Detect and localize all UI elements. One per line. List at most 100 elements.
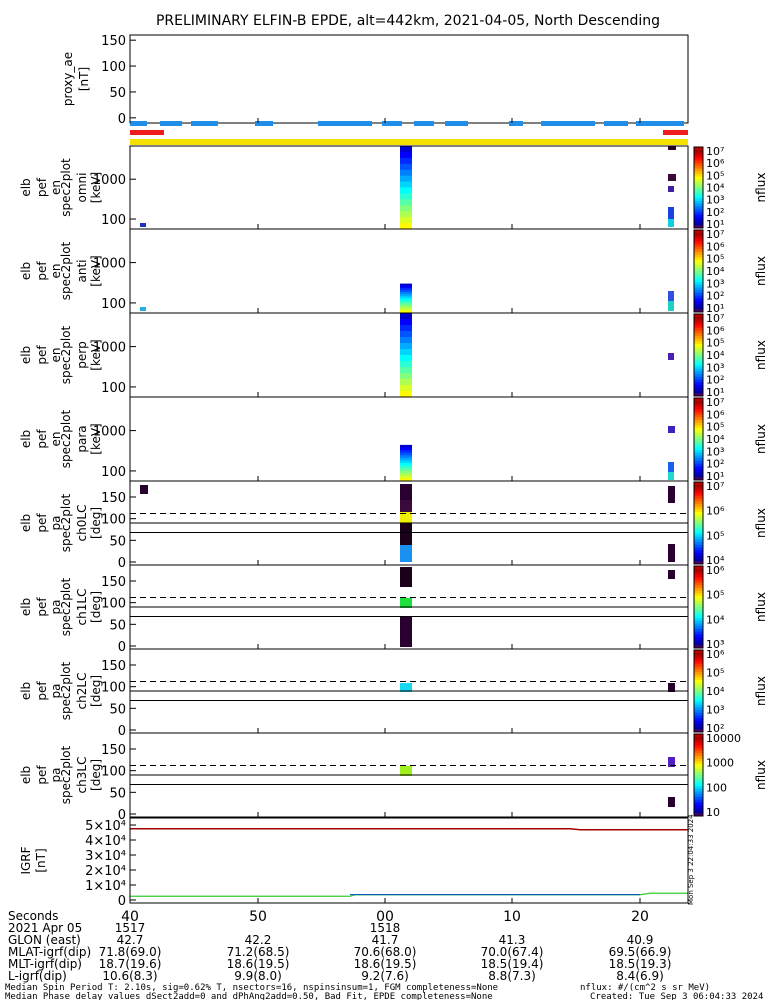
pa_ch2LC-colorbar-cell xyxy=(694,691,703,695)
en_para-colorbar-frame xyxy=(693,397,704,481)
en_omni-bin xyxy=(400,146,412,153)
en_para-colorbar-cell xyxy=(694,436,703,440)
en_anti-colorbar-cell xyxy=(694,232,703,236)
pa_ch1LC-colorbar-cell xyxy=(694,609,703,613)
en_para-colorbar-cell xyxy=(694,408,703,413)
en_omni-colorbar-cell xyxy=(694,155,703,159)
pa_ch1LC-ylabel: spec2plot xyxy=(59,577,73,636)
en_anti-bin xyxy=(400,285,412,289)
pa_ch1LC-colorbar-cell xyxy=(694,601,703,605)
en_para-bin xyxy=(400,450,412,454)
en_para-ylabel: spec2plot xyxy=(59,409,73,468)
en_omni-colorbar-cell xyxy=(694,160,703,164)
en_para-ylabel: para xyxy=(75,425,89,452)
pa_ch3LC-ylabel: elb xyxy=(19,766,33,784)
en_perp-bin xyxy=(400,319,412,326)
footer-row-value: 18.6(19.5) xyxy=(354,957,417,971)
en_omni-colorbar-cell xyxy=(694,174,703,178)
pa_ch3LC-colorbar-cell xyxy=(694,761,703,765)
en_anti-colorbar-cell xyxy=(694,240,703,245)
pa_ch0LC-ylabel: pef xyxy=(35,513,49,533)
igrf-ylabel: IGRF xyxy=(19,846,33,874)
en_anti-colorbar-cell xyxy=(694,265,703,269)
footer-note-phase: Median Phase delay values dSect2add=0 an… xyxy=(5,992,493,1000)
igrf-ytick-label: 4×10⁴ xyxy=(85,834,126,849)
pa_ch1LC-colorbar-tick: 10³ xyxy=(706,638,724,651)
pa_ch1LC-colorbar-cell xyxy=(694,639,703,644)
en_omni-colorbar-cell xyxy=(694,206,703,210)
en_para-bin xyxy=(400,460,412,464)
en_para-colorbar-cell xyxy=(694,419,703,424)
pa_ch1LC-colorbar-cell xyxy=(694,637,703,641)
en_anti-colorbar-cell xyxy=(694,243,703,247)
pa_ch2LC-colorbar-cell xyxy=(694,715,703,719)
en_anti-colorbar-cell xyxy=(694,298,703,302)
en_perp-colorbar-cell xyxy=(694,390,703,394)
pa_ch0LC-colorbar-cell xyxy=(694,525,703,529)
pa_ch0LC-ytick-label: 150 xyxy=(101,491,126,506)
en_perp-colorbar-cell xyxy=(694,363,703,367)
pa_ch1LC-colorbar-cell xyxy=(694,623,703,627)
pa_ch1LC-colorbar-tick: 10⁵ xyxy=(706,589,724,602)
en_anti-colorbar-cell xyxy=(694,284,703,288)
en_para-colorbar-cell xyxy=(694,425,703,429)
en_perp-colorbar-cell xyxy=(694,371,703,375)
footer-row-value: 1517 xyxy=(115,921,146,935)
igrf-ytick-label: 1×10⁴ xyxy=(85,879,126,894)
en_para-colorbar-cell xyxy=(694,398,703,402)
pa_ch0LC-colorbar-cell xyxy=(694,506,703,510)
en_omni-bin xyxy=(400,157,412,165)
en_anti-edge-bin xyxy=(668,301,674,311)
en_para-colorbar-cell xyxy=(694,422,703,426)
en_para-ytick-label: 100 xyxy=(101,465,126,480)
footer-row-value: 41.3 xyxy=(499,933,526,947)
en_para-edge-bin xyxy=(668,426,675,433)
pa_ch2LC-ylabel: ch2LC xyxy=(75,673,89,710)
en_omni-colorbar-cell xyxy=(694,201,703,205)
pa_ch2LC-colorbar-cell xyxy=(694,677,703,681)
en_omni-colorbar-tick: 10⁶ xyxy=(706,157,725,170)
en_para-colorbar-cell xyxy=(694,414,703,418)
en_anti-colorbar-tick: 10¹ xyxy=(706,302,724,315)
pa_ch0LC-colorbar-cell xyxy=(694,501,703,505)
science-zone-bar xyxy=(318,121,372,126)
pa_ch1LC-bin xyxy=(400,598,412,608)
pa_ch2LC-colorbar-tick: 10⁵ xyxy=(706,667,724,680)
en_omni-ylabel: pef xyxy=(35,177,49,197)
pa_ch3LC-colorbar-tick: 1000 xyxy=(706,757,734,770)
en_omni-colorbar-frame xyxy=(693,146,704,229)
en_anti-colorbar-cell xyxy=(694,292,703,297)
en_omni-colorbar-cell xyxy=(694,225,703,229)
en_para-colorbar-tick: 10⁷ xyxy=(706,396,724,409)
pa_ch3LC-edge-bin xyxy=(668,757,675,767)
en_omni-colorbar-tick: 10¹ xyxy=(706,218,724,231)
pa_ch0LC-colorbar-cell xyxy=(694,482,703,486)
en_omni-bin xyxy=(400,223,412,230)
en_anti-colorbar-tick: 10³ xyxy=(706,277,724,290)
pa_ch2LC-colorbar-cell xyxy=(694,671,703,676)
en_omni-colorbar-label: nflux xyxy=(754,173,768,203)
en_anti-colorbar-cell xyxy=(694,306,703,310)
en_perp-colorbar-label: nflux xyxy=(754,340,768,370)
pa_ch3LC-colorbar-cell xyxy=(694,783,703,787)
pa_ch0LC-colorbar-cell xyxy=(694,517,703,521)
footer-row-label: Seconds xyxy=(8,909,58,923)
en_para-colorbar-cell xyxy=(694,406,703,410)
pa_ch2LC-colorbar-cell xyxy=(694,655,703,659)
pa_ch2LC-colorbar-cell xyxy=(694,650,703,654)
pa_ch1LC-colorbar-cell xyxy=(694,607,703,611)
en_perp-colorbar-cell xyxy=(694,385,703,389)
pa_ch0LC-colorbar-cell xyxy=(694,539,703,543)
pa_ch0LC-colorbar-cell xyxy=(694,550,703,554)
igrf-ylabel-unit: [nT] xyxy=(34,848,48,872)
en_omni-bin xyxy=(400,163,412,171)
en_perp-colorbar-cell xyxy=(694,376,703,381)
en_perp-bin xyxy=(400,349,412,356)
pa_ch3LC-ylabel: [deg] xyxy=(89,759,103,791)
en_anti-colorbar-cell xyxy=(694,262,703,267)
en_para-colorbar-label: nflux xyxy=(754,424,768,454)
en_para-bin xyxy=(400,455,412,459)
pa_ch1LC-colorbar-cell xyxy=(694,612,703,616)
